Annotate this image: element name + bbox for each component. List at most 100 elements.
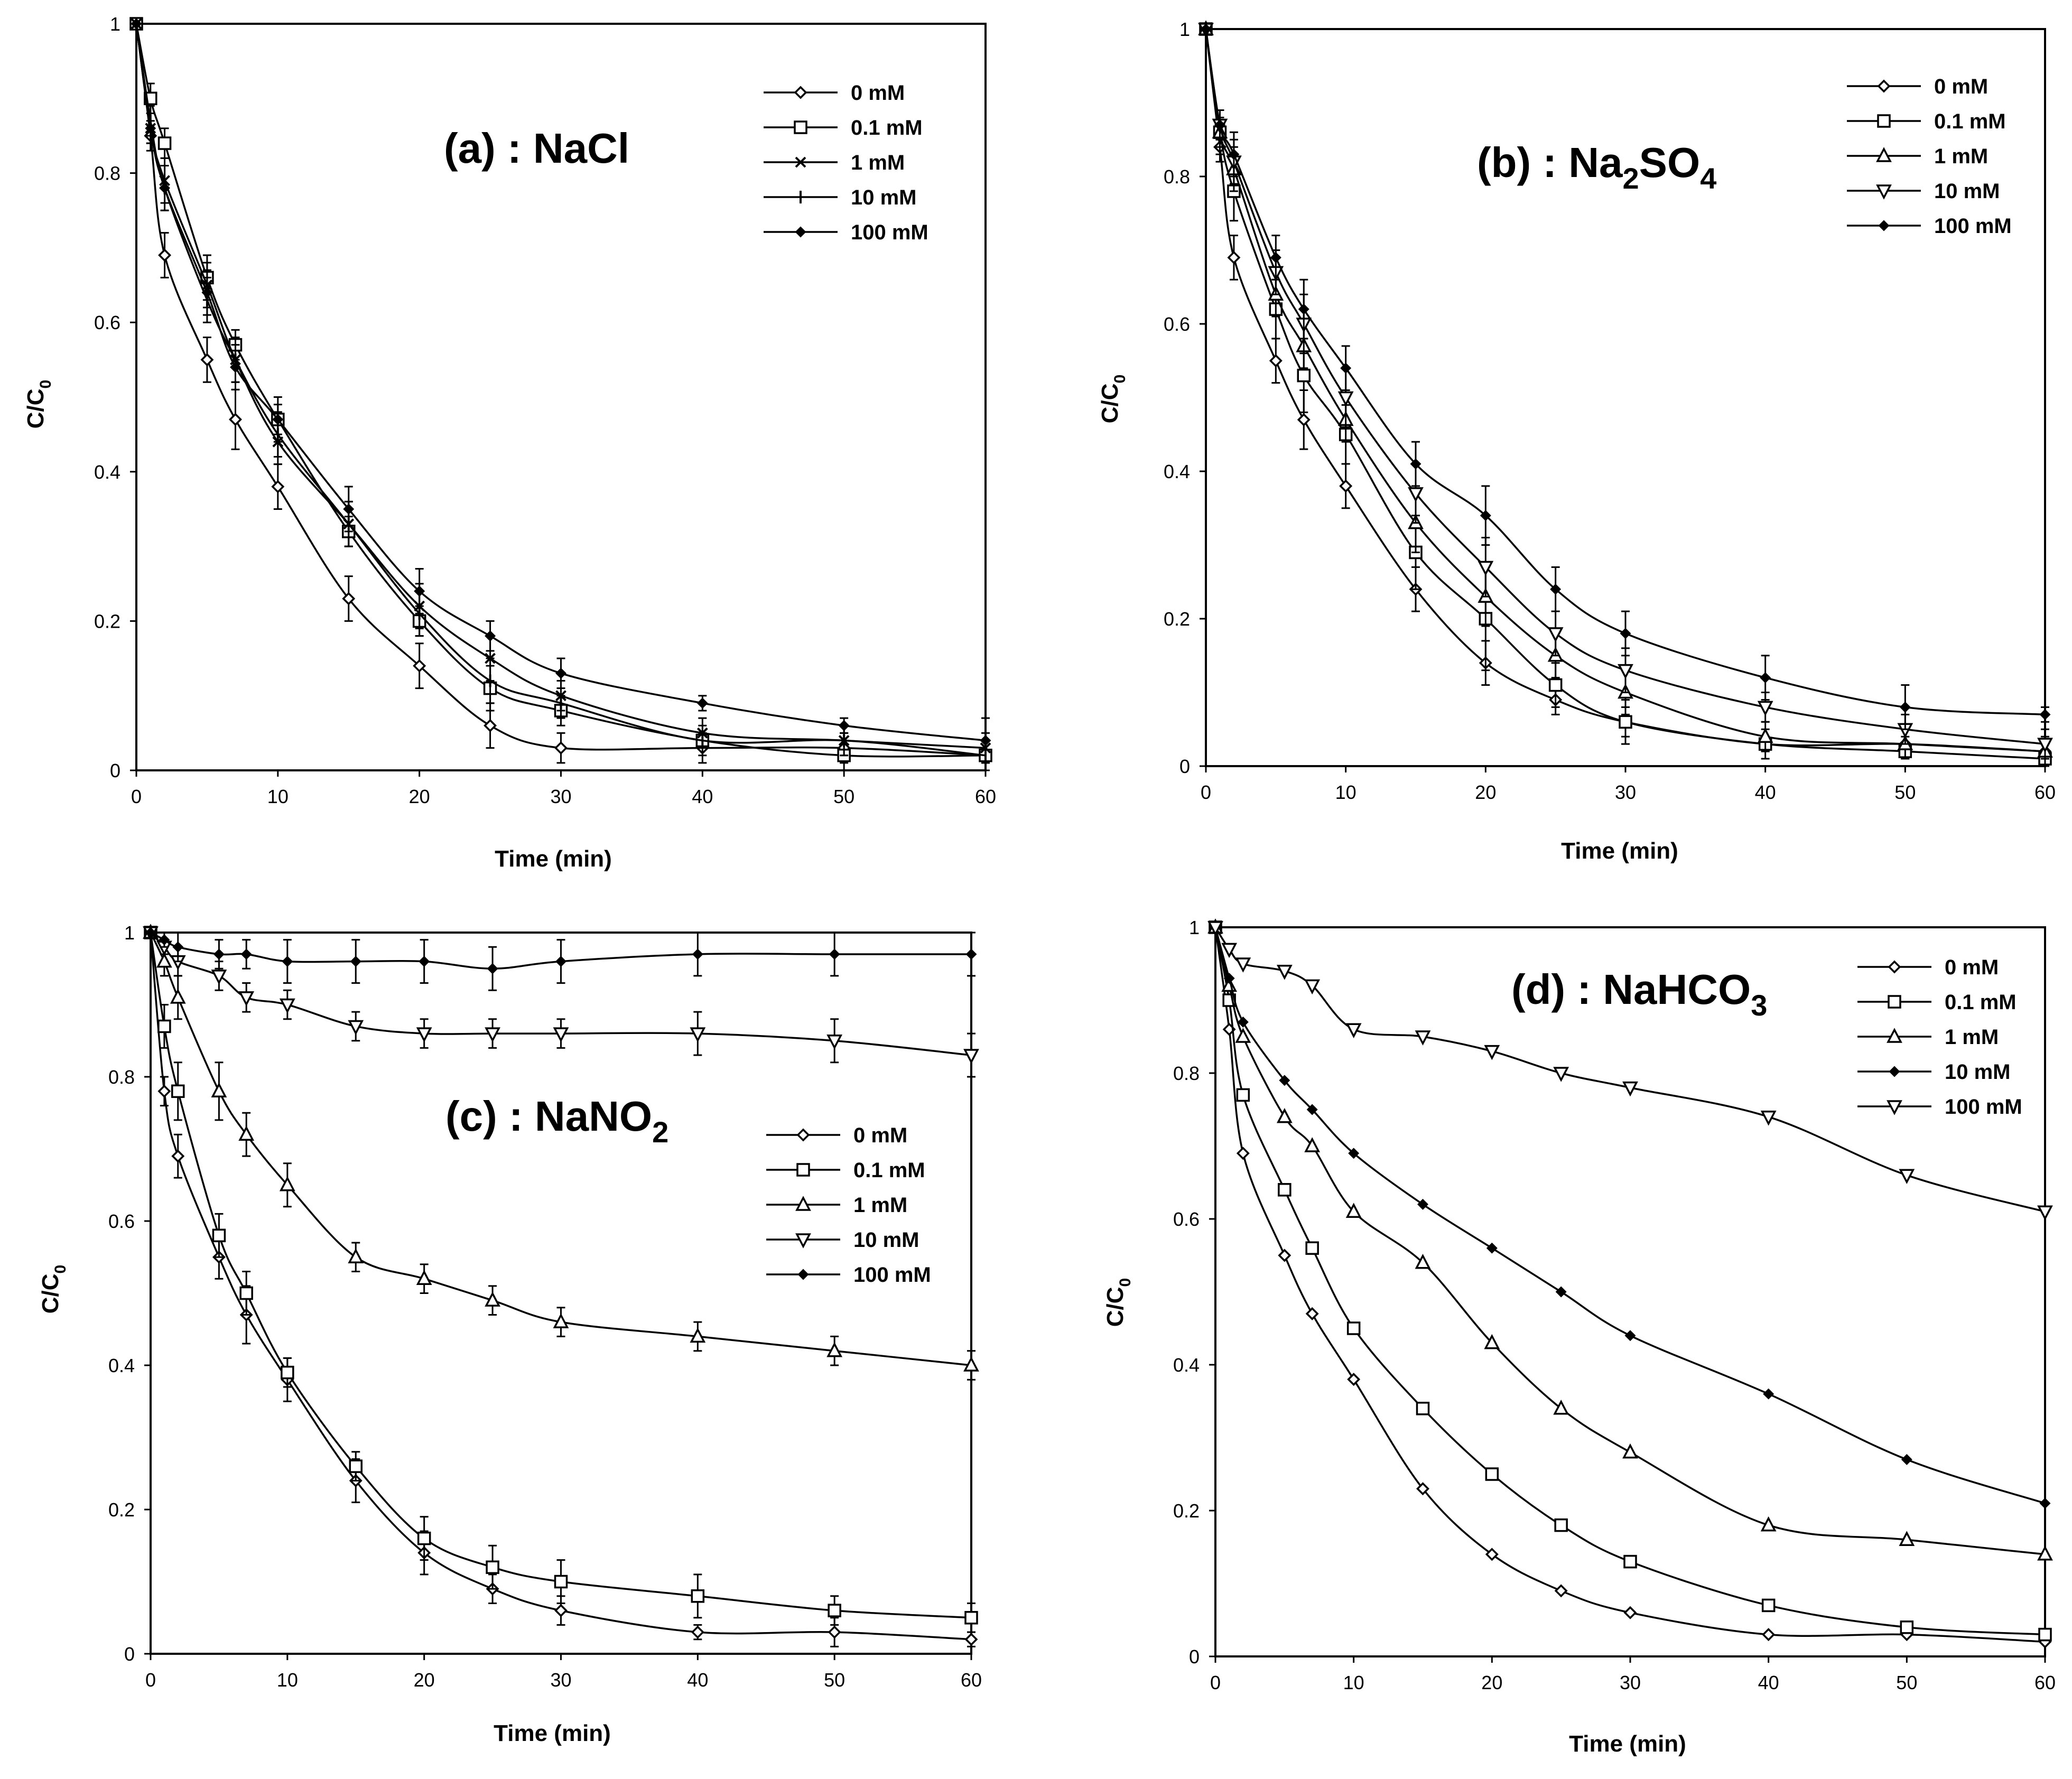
- y-tick-label: 0.8: [1164, 166, 1190, 188]
- series-0.1-mm: [1209, 920, 2052, 1642]
- data-point: [1305, 1307, 1319, 1320]
- data-point: [1298, 303, 1309, 315]
- x-tick-label: 60: [961, 1669, 982, 1691]
- y-tick-label: 0.8: [1173, 1063, 1200, 1084]
- series-line: [1214, 927, 2046, 1636]
- data-point: [1223, 973, 1235, 984]
- y-tick-label: 0.4: [1164, 461, 1190, 482]
- data-point: [343, 503, 355, 515]
- data-point: [1762, 1628, 1776, 1642]
- data-point: [1200, 23, 1212, 35]
- data-point: [414, 585, 425, 597]
- data-point: [487, 963, 498, 974]
- legend-marker: [794, 120, 807, 134]
- data-point: [2037, 1545, 2053, 1561]
- y-tick-label: 0.4: [1173, 1354, 1200, 1376]
- data-point: [1236, 1147, 1250, 1160]
- data-point: [690, 1327, 706, 1343]
- data-point: [1478, 561, 1494, 576]
- data-point: [172, 941, 184, 953]
- data-point: [1279, 1075, 1290, 1086]
- x-tick-label: 40: [692, 786, 713, 807]
- series-line: [135, 23, 986, 758]
- legend-marker: [795, 226, 806, 238]
- legend-marker: [1876, 184, 1892, 200]
- data-point: [238, 1125, 255, 1141]
- legend-marker: [797, 1269, 809, 1280]
- data-point: [485, 630, 496, 642]
- data-point: [1348, 1148, 1360, 1159]
- legend-marker: [1877, 114, 1891, 128]
- data-point: [1214, 119, 1225, 131]
- data-point: [1347, 1373, 1361, 1386]
- x-tick-label: 20: [414, 1669, 435, 1691]
- data-point: [963, 1049, 979, 1064]
- data-point: [350, 956, 361, 967]
- data-point: [553, 1027, 569, 1042]
- series-line: [1214, 927, 2046, 1556]
- x-tick-label: 0: [131, 786, 142, 807]
- data-point: [2039, 1497, 2051, 1509]
- data-point: [211, 970, 227, 985]
- legend-marker: [1887, 1028, 1902, 1043]
- data-point: [1484, 1045, 1500, 1060]
- x-tick-label: 0: [145, 1669, 156, 1691]
- data-point: [1207, 921, 1223, 936]
- data-point: [1623, 1554, 1637, 1569]
- data-point: [826, 1035, 843, 1050]
- series-line: [1205, 29, 2046, 716]
- legend-label: 1 mM: [851, 151, 905, 174]
- panel-c-y-axis-title: C/C0: [38, 1265, 69, 1314]
- x-tick-label: 50: [833, 786, 854, 807]
- data-point: [1221, 943, 1238, 958]
- data-point: [145, 123, 156, 134]
- legend-label: 10 mM: [853, 1228, 919, 1252]
- data-point: [157, 1084, 171, 1098]
- data-point: [554, 741, 568, 755]
- series-100-mm: [1200, 23, 2051, 730]
- y-tick-label: 1: [110, 13, 120, 35]
- panel-a-x-axis-title: Time (min): [495, 846, 612, 872]
- data-point: [826, 1342, 843, 1357]
- data-point: [1760, 672, 1771, 684]
- data-point: [417, 1531, 431, 1545]
- legend-marker: [795, 156, 806, 168]
- data-point: [965, 948, 977, 960]
- series-line: [1214, 927, 2046, 1504]
- x-tick-label: 10: [277, 1669, 298, 1691]
- data-point: [1554, 1518, 1568, 1532]
- series-line: [150, 932, 972, 1366]
- panel-d-title: (d) : NaHCO3: [1511, 966, 1767, 1022]
- x-tick-label: 60: [975, 786, 996, 807]
- data-point: [1337, 391, 1354, 407]
- data-point: [2037, 1205, 2053, 1221]
- legend-marker: [796, 1163, 810, 1177]
- data-point: [170, 989, 186, 1004]
- panel-b-y-axis-title: C/C0: [1097, 375, 1129, 423]
- data-point: [691, 1625, 704, 1639]
- legend-marker: [1888, 995, 1901, 1009]
- data-point: [1345, 1203, 1362, 1218]
- legend-label: 0 mM: [1945, 956, 1999, 979]
- legend-marker: [795, 1196, 811, 1211]
- data-point: [2038, 1627, 2052, 1642]
- x-tick-label: 40: [1755, 781, 1776, 803]
- data-point: [1548, 678, 1563, 692]
- data-point: [1553, 1067, 1569, 1082]
- legend-marker: [794, 86, 807, 99]
- data-point: [413, 659, 426, 673]
- series-line: [1205, 29, 2046, 745]
- panel-b-x-axis-title: Time (min): [1561, 838, 1678, 864]
- data-point: [963, 1356, 979, 1372]
- data-point: [230, 361, 241, 373]
- data-point: [690, 1027, 706, 1042]
- data-point: [145, 927, 156, 938]
- x-tick-label: 30: [1620, 1672, 1641, 1693]
- data-point: [1480, 510, 1491, 521]
- data-point: [156, 952, 172, 968]
- x-tick-label: 20: [1475, 781, 1496, 803]
- data-point: [2039, 709, 2051, 720]
- legend-label: 0 mM: [851, 81, 905, 105]
- data-point: [1619, 715, 1632, 729]
- data-point: [1618, 664, 1633, 679]
